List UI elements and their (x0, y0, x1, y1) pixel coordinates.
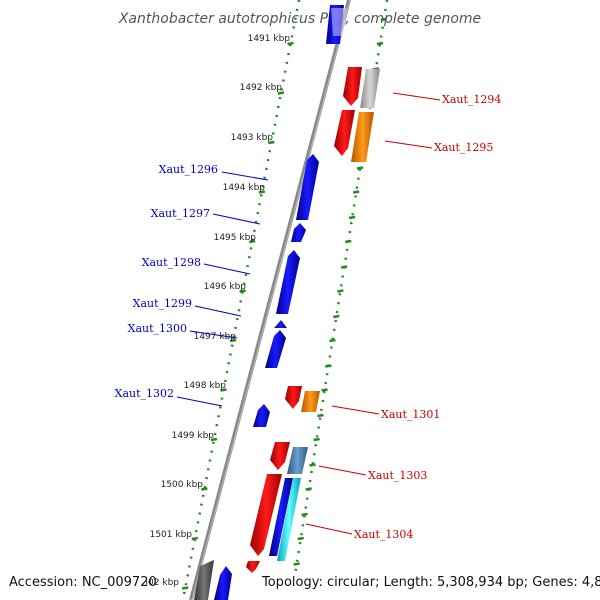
gene-arrow-xaut-1294-red[interactable] (343, 67, 362, 106)
callout-line (392, 92, 441, 101)
gene-label-xaut-1304[interactable]: Xaut_1304 (354, 528, 413, 541)
minor-tick-mark (301, 512, 308, 517)
gene-arrow-xaut-1304-blue[interactable] (269, 478, 293, 556)
minor-tick-mark (333, 314, 340, 319)
gene-arrow-xaut-1301-orange[interactable] (301, 391, 320, 412)
gene-label-xaut-1301[interactable]: Xaut_1301 (381, 408, 440, 421)
kbp-tick-mark (313, 437, 320, 442)
gene-arrow[interactable] (246, 561, 260, 573)
kbp-tick-mark (220, 388, 227, 392)
minor-tick-mark (356, 166, 364, 170)
gene-label-xaut-1303[interactable]: Xaut_1303 (368, 469, 427, 482)
gene-label-xaut-1296[interactable]: Xaut_1296 (159, 163, 218, 176)
callout-line (189, 330, 238, 339)
gene-arrow-xaut-1294-gray[interactable] (360, 69, 380, 108)
reverse-gene-labels: Xaut_1294 Xaut_1295 Xaut_1301 Xaut_1303 … (305, 92, 501, 541)
minor-tick-mark (340, 265, 348, 269)
gene-arrow-xaut-1304-cyan[interactable] (277, 478, 301, 561)
kbp-tick-mark (376, 41, 384, 46)
kbp-tick-mark (229, 338, 237, 343)
callout-line (318, 465, 367, 476)
gene-arrow-xaut-1304-red[interactable] (250, 474, 282, 556)
footer-right-bg (258, 572, 600, 600)
kbp-tick-mark (210, 437, 218, 442)
genome-backbone-highlight (191, 0, 351, 600)
tick-label: 1494 kbp (223, 183, 266, 193)
kbp-tick-mark (337, 289, 344, 293)
gene-label-xaut-1295[interactable]: Xaut_1295 (434, 141, 493, 154)
kbp-tick-mark (297, 536, 304, 541)
kbp-tick-mark (258, 190, 265, 194)
tick-label: 1502 kbp (137, 578, 180, 588)
gene-arrow-xaut-1303-red[interactable] (270, 442, 290, 470)
gene-label-xaut-1298[interactable]: Xaut_1298 (142, 256, 201, 269)
gene-label-xaut-1294[interactable]: Xaut_1294 (442, 93, 501, 106)
callout-line (176, 396, 223, 407)
tick-label: 1495 kbp (214, 233, 257, 243)
kbp-tick-labels: 1491 kbp 1492 kbp 1493 kbp 1494 kbp 1495… (137, 34, 291, 588)
gene-arrow[interactable] (214, 566, 232, 600)
footer-left-bg (0, 572, 146, 600)
callout-line (331, 405, 380, 415)
kbp-tick-mark (249, 239, 256, 244)
callout-line (305, 523, 353, 535)
kbp-tick-mark (321, 388, 328, 392)
kbp-tick-mark (305, 487, 312, 491)
gene-label-xaut-1302[interactable]: Xaut_1302 (115, 387, 174, 400)
kbp-tick-mark (182, 586, 189, 590)
minor-tick-mark (325, 364, 332, 368)
kbp-tick-mark (352, 190, 360, 194)
callout-line (194, 305, 242, 317)
map-title: Xanthobacter autotrophicus Py2, complete… (118, 11, 481, 27)
gene-arrow-xaut-1302[interactable] (253, 404, 270, 427)
minor-tick-mark (293, 562, 300, 566)
tick-label: 1491 kbp (248, 34, 291, 44)
forward-gene-labels: Xaut_1296 Xaut_1297 Xaut_1298 Xaut_1299 … (115, 163, 269, 407)
kbp-tick-mark (329, 338, 336, 343)
tick-label: 1493 kbp (231, 133, 274, 143)
gene-arrow-xaut-1298[interactable] (276, 250, 300, 314)
kbp-tick-mark (201, 487, 208, 491)
gene-arrow[interactable] (194, 560, 214, 600)
reverse-strand-genes (246, 67, 380, 573)
kbp-tick-mark (191, 536, 198, 541)
callout-line (221, 171, 269, 181)
tick-label: 1498 kbp (184, 381, 227, 391)
topology-text: Topology: circular; Length: 5,308,934 bp… (261, 575, 600, 590)
tick-label: 1497 kbp (194, 332, 237, 342)
tick-label: 1492 kbp (240, 83, 283, 93)
gene-arrow-xaut-1299[interactable] (274, 320, 287, 328)
kbp-tick-mark (268, 140, 275, 145)
forward-strand-genes (194, 5, 347, 600)
minor-tick-mark (348, 215, 356, 220)
gene-arrow-xaut-1300[interactable] (265, 330, 286, 368)
gene-arrow-xaut-1296[interactable] (296, 154, 319, 220)
tick-label: 1496 kbp (204, 282, 247, 292)
kbp-tick-mark (287, 41, 294, 46)
genome-backbone (189, 0, 351, 600)
minor-tick-mark (309, 463, 316, 467)
gene-label-xaut-1300[interactable]: Xaut_1300 (128, 322, 187, 335)
gene-label-xaut-1297[interactable]: Xaut_1297 (151, 207, 210, 220)
gene-arrow-xaut-1295-orange[interactable] (351, 112, 374, 162)
tick-label: 1499 kbp (172, 431, 215, 441)
minor-tick-mark (317, 413, 324, 418)
gene-arrow[interactable] (331, 8, 347, 36)
kbp-tick-mark (239, 289, 246, 293)
gene-arrow-xaut-1297[interactable] (291, 223, 306, 242)
gene-label-xaut-1299[interactable]: Xaut_1299 (133, 297, 192, 310)
accession-text: Accession: NC_009720 (9, 575, 157, 590)
callout-line (212, 213, 261, 225)
kbp-tick-mark (345, 239, 352, 244)
gene-arrow-xaut-1295-red[interactable] (334, 110, 355, 156)
gene-arrow-xaut-1301-red[interactable] (285, 386, 302, 409)
tick-label: 1500 kbp (161, 480, 204, 490)
callout-line (203, 263, 251, 275)
kbp-tick-mark (277, 91, 285, 95)
gene-arrow-xaut-1303-steel[interactable] (287, 447, 308, 474)
callout-line (384, 140, 433, 149)
tick-label: 1501 kbp (150, 530, 193, 540)
minor-tick-mark (380, 17, 388, 22)
